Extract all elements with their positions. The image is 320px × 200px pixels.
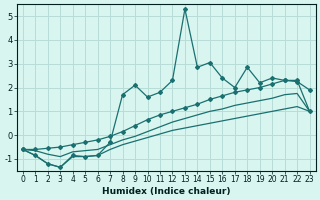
- X-axis label: Humidex (Indice chaleur): Humidex (Indice chaleur): [102, 187, 230, 196]
